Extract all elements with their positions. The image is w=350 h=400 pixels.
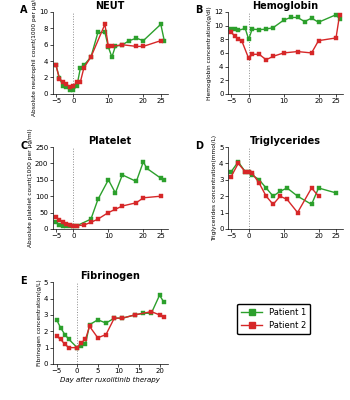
Text: B: B [195,6,203,16]
Title: NEUT: NEUT [96,1,125,11]
Title: Triglycerides: Triglycerides [250,136,321,146]
Text: E: E [20,276,27,286]
Y-axis label: Hemoglobin concentration(g/dl): Hemoglobin concentration(g/dl) [208,6,212,100]
Y-axis label: Absolute neutrophil count(1000 per μg/ml): Absolute neutrophil count(1000 per μg/ml… [32,0,37,116]
Y-axis label: Absolute platelet count(1000 per μg/ml): Absolute platelet count(1000 per μg/ml) [28,129,33,247]
Title: Platelet: Platelet [89,136,132,146]
Text: A: A [20,6,28,16]
X-axis label: Day after ruxolitinib therapy: Day after ruxolitinib therapy [60,377,160,383]
Text: C: C [20,140,27,150]
Text: D: D [195,140,203,150]
Title: Hemoglobin: Hemoglobin [252,1,318,11]
Legend: Patient 1, Patient 2: Patient 1, Patient 2 [237,304,310,334]
Y-axis label: Triglycerides concentration(mmol/L): Triglycerides concentration(mmol/L) [212,135,217,241]
Title: Fibrinogen: Fibrinogen [80,271,140,281]
Y-axis label: Fibrinogen concentration(g/L): Fibrinogen concentration(g/L) [37,280,42,366]
